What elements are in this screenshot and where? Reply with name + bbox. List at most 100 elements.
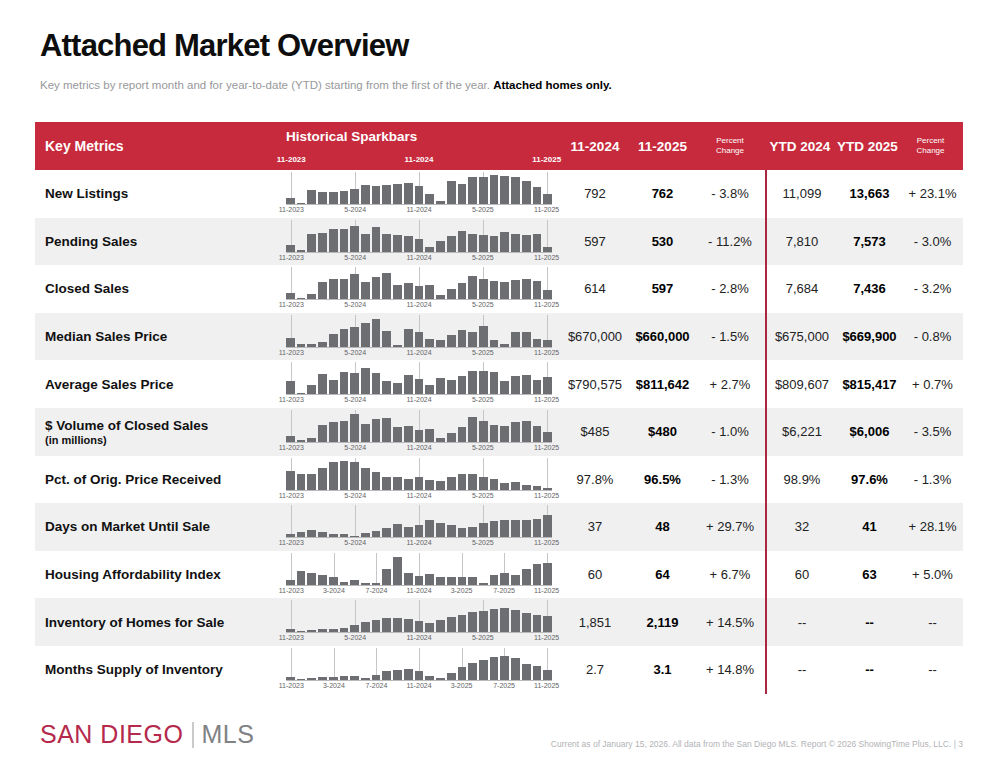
spark-bar (458, 667, 467, 680)
sparkbar-bars (286, 223, 552, 253)
sparkbar-axis-tick: 3-2024 (323, 682, 345, 689)
metric-label: Inventory of Homes for Sale (45, 615, 280, 630)
spark-bar (522, 375, 531, 395)
spark-bar (318, 677, 327, 680)
table-row: Pending Sales 11-20235-202411-20245-2025… (35, 218, 963, 266)
sparkbar-cell: 11-20235-202411-20245-202511-2025 (280, 218, 560, 266)
header-percent-change-ytd: Percent Change (900, 122, 961, 170)
spark-bar (329, 629, 338, 632)
value-ytd-percent-change: + 5.0% (902, 551, 963, 599)
spark-bar (297, 393, 306, 394)
value-ytd-current: $6,006 (837, 408, 902, 456)
sparkbar-axis-tick: 11-2023 (279, 349, 304, 356)
value-month-current: 2,119 (630, 598, 695, 646)
value-month-percent-change: + 14.8% (695, 646, 765, 694)
spark-bar (393, 524, 402, 537)
spark-bar (415, 186, 424, 204)
spark-bar (318, 192, 327, 204)
value-month-current: 597 (630, 265, 695, 313)
value-ytd-prior: -- (767, 598, 837, 646)
spark-bar (543, 515, 552, 538)
spark-bar (361, 282, 370, 299)
sparkbar-axis-tick: 11-2025 (534, 254, 559, 261)
spark-bar (447, 433, 456, 442)
spark-bar (490, 175, 499, 204)
spark-bar (522, 332, 531, 347)
spark-bar (447, 289, 456, 299)
sparkbar-gridline (291, 505, 292, 537)
percent-label-line2: Change (716, 146, 744, 156)
spark-bar (543, 290, 552, 299)
spark-bar (543, 616, 552, 632)
value-month-prior: 2.7 (560, 646, 630, 694)
metric-cell: Housing Affordability Index (35, 551, 280, 599)
spark-bar (490, 657, 499, 680)
spark-bar (458, 330, 467, 347)
spark-bar (500, 608, 509, 633)
table-row: $ Volume of Closed Sales (in millions) 1… (35, 408, 963, 456)
spark-bar (490, 425, 499, 442)
spark-bar (286, 198, 295, 204)
footer-disclaimer: Current as of January 15, 2026. All data… (551, 739, 963, 749)
spark-bar (500, 573, 509, 585)
spark-bar (286, 338, 295, 347)
spark-bar (307, 474, 316, 489)
sparkbar-axis-tick: 5-2024 (344, 254, 366, 261)
ytd-group: $675,000 $669,900 - 0.8% (765, 313, 963, 361)
spark-bar (329, 577, 338, 585)
value-ytd-prior: 32 (767, 503, 837, 551)
spark-bar (318, 575, 327, 585)
spark-bar (372, 227, 381, 252)
value-ytd-prior: $675,000 (767, 313, 837, 361)
header-month-1: 11-2024 (560, 122, 630, 170)
value-ytd-percent-change: - 3.5% (902, 408, 963, 456)
sparkbar-axis-tick: 11-2024 (406, 206, 431, 213)
sparkbar-axis-labels: 11-20235-202411-20245-202511-2025 (286, 395, 552, 405)
value-ytd-percent-change: + 28.1% (902, 503, 963, 551)
value-ytd-prior: $809,607 (767, 360, 837, 408)
spark-bar (458, 283, 467, 299)
spark-bar (522, 421, 531, 442)
sparkbar-axis-labels: 11-20235-202411-20245-202511-2025 (286, 491, 552, 501)
metric-cell: Pct. of Orig. Price Received (35, 456, 280, 504)
ytd-group: 7,810 7,573 - 3.0% (765, 218, 963, 266)
sparkbar-axis-tick: 5-2025 (472, 206, 494, 213)
spark-bar (307, 678, 316, 680)
metric-note: (in millions) (45, 434, 280, 446)
spark-bar (500, 520, 509, 537)
spark-bar (533, 426, 542, 442)
sparkbar-axis-tick: 5-2024 (344, 444, 366, 451)
value-month-percent-change: - 3.8% (695, 170, 765, 218)
spark-bar (468, 474, 477, 489)
spark-bar (533, 281, 542, 299)
value-ytd-current: 7,436 (837, 265, 902, 313)
value-month-prior: 597 (560, 218, 630, 266)
metric-cell: New Listings (35, 170, 280, 218)
value-ytd-current: 13,663 (837, 170, 902, 218)
sparkbar-chart: 11-20235-202411-20245-202511-2025 (280, 456, 560, 504)
table-body: New Listings 11-20235-202411-20245-20251… (35, 170, 963, 694)
spark-bar (393, 670, 402, 680)
spark-bar (350, 536, 359, 537)
spark-bar (425, 676, 434, 679)
value-ytd-prior: -- (767, 646, 837, 694)
sparkbar-gridline (547, 458, 548, 490)
metric-label: Pct. of Orig. Price Received (45, 472, 280, 487)
spark-bar (425, 285, 434, 300)
sparkbar-axis-tick: 5-2025 (472, 301, 494, 308)
header-key-metrics: Key Metrics (35, 122, 280, 170)
spark-bar (340, 628, 349, 632)
value-month-current: $811,642 (630, 360, 695, 408)
spark-bar (522, 664, 531, 680)
spark-bar (329, 279, 338, 299)
value-month-percent-change: - 11.2% (695, 218, 765, 266)
spark-bar (372, 373, 381, 395)
spark-bar (458, 474, 467, 489)
spark-bar (522, 235, 531, 252)
spark-bar (447, 673, 456, 680)
value-month-prior: 1,851 (560, 598, 630, 646)
spark-bar (543, 432, 552, 442)
sparkbar-year-tick: 11-2023 (277, 155, 306, 164)
spark-bar (382, 618, 391, 632)
spark-bar (543, 670, 552, 680)
